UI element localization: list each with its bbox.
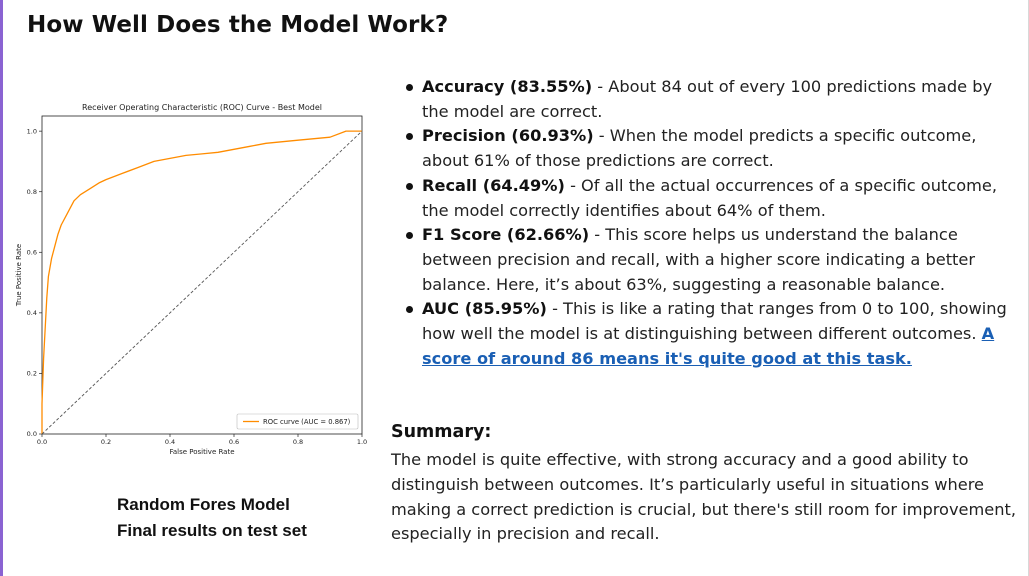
left-accent-bar	[0, 0, 3, 576]
y-tick-label: 0.0	[27, 430, 37, 438]
y-tick-label: 0.4	[27, 309, 37, 317]
metric-name: Precision (60.93%)	[422, 126, 594, 146]
y-tick-label: 0.6	[27, 248, 37, 256]
chart-title: Receiver Operating Characteristic (ROC) …	[82, 103, 322, 112]
metric-name: F1 Score (62.66%)	[422, 225, 590, 245]
summary-heading: Summary:	[391, 422, 492, 442]
model-caption: Random Fores Model Final results on test…	[117, 492, 307, 544]
page-title: How Well Does the Model Work?	[27, 12, 449, 38]
chart-legend: ROC curve (AUC = 0.867)	[236, 413, 359, 430]
axis-ticks: 0.0 0.2 0.4 0.6 0.8 1.0 0.0 0.2 0.4 0.6 0.8 1.0	[27, 127, 368, 446]
summary-body: The model is quite effective, with stron…	[391, 450, 1016, 544]
x-tick-label: 0.6	[229, 438, 239, 446]
metric-recall: Recall (64.49%) - Of all the actual occu…	[402, 174, 1014, 223]
metric-text: - When the model predicts a specific out…	[422, 126, 977, 171]
x-tick-label: 0.8	[293, 438, 303, 446]
roc-curve-line	[41, 130, 362, 434]
roc-chart-svg: Receiver Operating Characteristic (ROC) …	[15, 103, 368, 456]
metric-name: Accuracy (83.55%)	[422, 77, 593, 96]
metric-auc: AUC (85.95%) - This is like a rating tha…	[402, 297, 1014, 371]
metrics-list: Accuracy (83.55%) - About 84 out of ever…	[402, 75, 1014, 371]
roc-chart: Receiver Operating Characteristic (ROC) …	[12, 98, 372, 460]
x-tick-label: 1.0	[357, 438, 367, 446]
metric-precision: Precision (60.93%) - When the model pred…	[402, 124, 1014, 173]
metric-f1-score: F1 Score (62.66%) - This score helps us …	[402, 223, 1014, 297]
y-axis-label: True Positive Rate	[15, 244, 23, 307]
chart-series	[41, 130, 363, 435]
y-tick-label: 0.8	[27, 188, 37, 196]
metric-accuracy: Accuracy (83.55%) - About 84 out of ever…	[402, 75, 1014, 124]
chance-diagonal-line	[41, 130, 363, 435]
y-tick-label: 0.2	[27, 370, 37, 378]
metric-name: Recall (64.49%)	[422, 175, 565, 195]
x-tick-label: 0.2	[101, 438, 111, 446]
metric-name: AUC (85.95%)	[422, 299, 547, 319]
metric-text: - Of all the actual occurrences of a spe…	[422, 175, 997, 220]
y-tick-label: 1.0	[27, 127, 37, 135]
x-tick-label: 0.4	[165, 438, 175, 446]
x-axis-label: False Positive Rate	[169, 448, 234, 456]
legend-entry: ROC curve (AUC = 0.867)	[263, 418, 351, 426]
legend-box	[236, 413, 359, 430]
caption-line-1: Random Fores Model	[117, 495, 290, 514]
plot-frame	[41, 115, 363, 435]
auc-summary-link[interactable]: A score of around 86 means it's quite go…	[422, 324, 995, 368]
metric-text: - About 84 out of every 100 predictions …	[422, 77, 993, 121]
caption-line-2: Final results on test set	[117, 521, 307, 540]
metric-text: - This is like a rating that ranges from…	[422, 299, 1007, 344]
x-tick-label: 0.0	[37, 438, 47, 446]
metric-text: - This score helps us understand the bal…	[422, 225, 976, 294]
